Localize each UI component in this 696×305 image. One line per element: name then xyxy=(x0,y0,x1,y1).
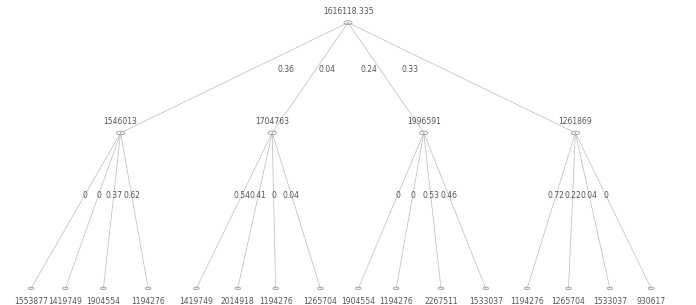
Text: 1194276: 1194276 xyxy=(132,297,165,305)
Text: 1261869: 1261869 xyxy=(559,117,592,126)
Text: 0.37: 0.37 xyxy=(105,191,122,199)
Text: 0.22: 0.22 xyxy=(564,191,581,199)
Text: 0.33: 0.33 xyxy=(402,65,418,74)
Text: 1546013: 1546013 xyxy=(104,117,138,126)
Text: 0: 0 xyxy=(271,191,276,199)
Text: 0.62: 0.62 xyxy=(123,191,140,199)
Text: 0.36: 0.36 xyxy=(278,65,294,74)
Text: 2267511: 2267511 xyxy=(424,297,458,305)
Text: 0: 0 xyxy=(96,191,101,199)
Text: 0.04: 0.04 xyxy=(319,65,336,74)
Text: 1194276: 1194276 xyxy=(379,297,413,305)
Text: 0.41: 0.41 xyxy=(250,191,267,199)
Text: 0.53: 0.53 xyxy=(422,191,439,199)
Text: 1419749: 1419749 xyxy=(49,297,82,305)
Text: 1533037: 1533037 xyxy=(593,297,627,305)
Text: 1419749: 1419749 xyxy=(180,297,214,305)
Text: 1194276: 1194276 xyxy=(259,297,292,305)
Text: 1265704: 1265704 xyxy=(551,297,585,305)
Text: 0.72: 0.72 xyxy=(548,191,564,199)
Text: 0.24: 0.24 xyxy=(361,65,377,74)
Text: 0.04: 0.04 xyxy=(283,191,300,199)
Text: 2014918: 2014918 xyxy=(221,297,255,305)
Text: 0.54: 0.54 xyxy=(233,191,251,199)
Text: 1553877: 1553877 xyxy=(14,297,48,305)
Text: 1265704: 1265704 xyxy=(303,297,338,305)
Text: 0.46: 0.46 xyxy=(440,191,457,199)
Text: 0: 0 xyxy=(603,191,608,199)
Text: 1533037: 1533037 xyxy=(469,297,503,305)
Text: 0.04: 0.04 xyxy=(580,191,598,199)
Text: 1616118.335: 1616118.335 xyxy=(323,7,373,16)
Text: 1704763: 1704763 xyxy=(255,117,290,126)
Text: 0: 0 xyxy=(395,191,400,199)
Text: 1904554: 1904554 xyxy=(341,297,375,305)
Text: 1904554: 1904554 xyxy=(86,297,120,305)
Text: 0: 0 xyxy=(82,191,87,199)
Text: 1194276: 1194276 xyxy=(510,297,544,305)
Text: 0: 0 xyxy=(411,191,416,199)
Text: 1996591: 1996591 xyxy=(407,117,441,126)
Text: 930617: 930617 xyxy=(637,297,666,305)
